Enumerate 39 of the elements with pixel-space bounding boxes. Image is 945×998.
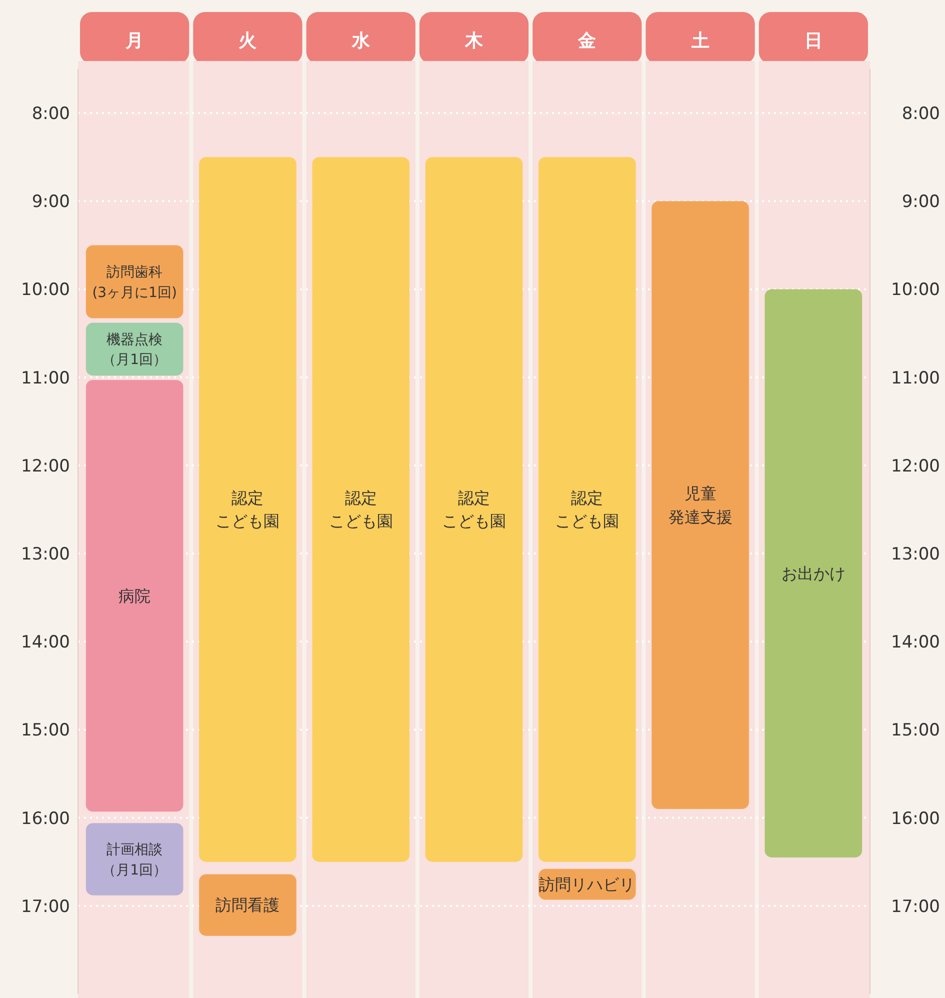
y-tick-label: 13:00 (21, 544, 70, 564)
y-tick-label: 12:00 (21, 456, 70, 476)
x-tick-label: 日 (804, 30, 822, 52)
data-label: 認定こども園 (442, 488, 506, 531)
y-tick-label: 9:00 (32, 192, 70, 212)
x-tick-label: 木 (464, 30, 484, 52)
data-label: お出かけ (781, 564, 846, 583)
y-tick-label: 15:00 (21, 720, 70, 741)
y-tick-label: 10:00 (21, 280, 70, 300)
data-label: 訪問歯科(3ヶ月に1回) (92, 264, 177, 301)
y-tick-label: 8:00 (32, 104, 70, 124)
y2-tick-label: 14:00 (891, 632, 940, 653)
y-tick-label: 16:00 (21, 808, 70, 829)
y-tick-label: 11:00 (21, 368, 70, 388)
x-tick-label: 水 (350, 30, 371, 52)
x-tick-label: 土 (690, 30, 710, 52)
x-tick-label: 月 (124, 30, 144, 52)
data-label: 計画相談（月1回） (102, 842, 168, 878)
y2-tick-label: 12:00 (891, 456, 940, 476)
y2-tick-label: 8:00 (902, 104, 940, 124)
y-tick-label: 17:00 (21, 896, 70, 917)
x-tick-label: 火 (238, 30, 258, 52)
data-label: 病院 (118, 586, 151, 606)
data-label: 認定こども園 (216, 488, 280, 531)
data-label: 認定こども園 (555, 488, 620, 531)
data-label: 訪問リハビリ (539, 874, 636, 894)
y2-tick-label: 15:00 (891, 720, 940, 741)
y-tick-label: 14:00 (21, 632, 70, 653)
data-label: 児童発達支援 (668, 484, 732, 526)
data-label: 認定こども園 (328, 488, 393, 531)
data-label: 機器点検（月1回） (102, 332, 168, 368)
y2-tick-label: 13:00 (891, 544, 940, 564)
y2-tick-label: 11:00 (891, 368, 940, 388)
data-label: 訪問看護 (216, 896, 280, 915)
x-tick-label: 金 (577, 30, 596, 52)
y2-tick-label: 10:00 (891, 280, 940, 300)
y2-tick-label: 9:00 (902, 192, 940, 212)
y2-tick-label: 17:00 (891, 896, 940, 917)
y2-tick-label: 16:00 (891, 808, 940, 829)
